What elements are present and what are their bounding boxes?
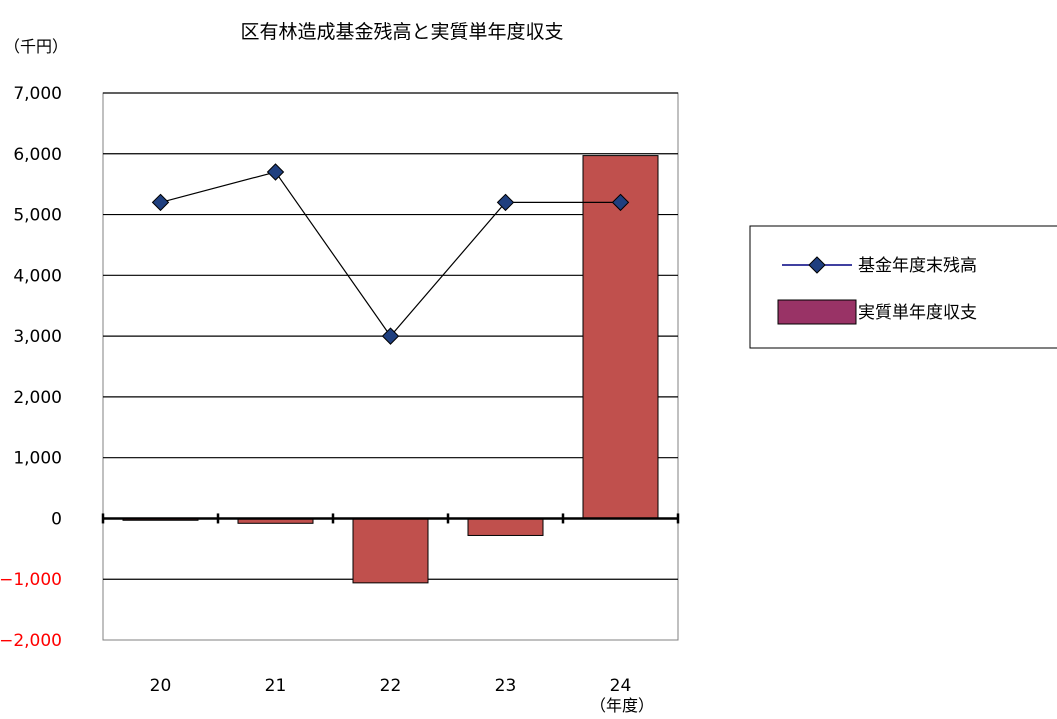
x-tick-labels: 20 21 22 23 24 (150, 676, 632, 696)
y-tick-label: 3,000 (13, 327, 62, 347)
y-tick-label: 6,000 (13, 145, 62, 165)
y-tick-label: 5,000 (13, 206, 62, 226)
legend-box (749, 225, 1057, 349)
y-tick-label: 7,000 (13, 84, 62, 104)
legend-diamond-marker (808, 256, 826, 274)
x-axis-unit-label: （年度） (590, 696, 654, 715)
y-tick-label: −2,000 (0, 631, 62, 651)
chart-title: 区有林造成基金残高と実質単年度収支 (240, 21, 563, 43)
line-layer (151, 163, 630, 345)
legend-label-balance: 基金年度末残高 (858, 256, 977, 276)
bar (582, 155, 659, 519)
balance-point (266, 163, 285, 181)
y-tick-label: −1,000 (0, 570, 62, 590)
x-tick-label: 20 (150, 676, 172, 696)
axis-layer (101, 513, 680, 524)
x-tick-label: 22 (380, 676, 402, 696)
balance-point (151, 193, 170, 212)
y-tick-labels: 7,000 6,000 5,000 4,000 3,000 2,000 1,000 0 −1,0… (0, 84, 62, 651)
legend: 基金年度末残高 実質単年度収支 (749, 225, 1057, 349)
y-axis-label: （千円） (4, 37, 68, 56)
legend-label-annual: 実質単年度収支 (858, 303, 977, 323)
balance-point (381, 327, 400, 345)
y-tick-label: 4,000 (13, 266, 62, 286)
legend-bar-swatch (777, 299, 857, 325)
bar-layer (122, 155, 659, 584)
balance-point (611, 193, 630, 212)
balance-line (160, 171, 621, 338)
y-tick-label: 2,000 (13, 388, 62, 408)
y-tick-label: 0 (51, 509, 62, 529)
x-tick-label: 21 (265, 676, 287, 696)
balance-point (496, 193, 515, 212)
bar (467, 517, 544, 536)
x-tick-label: 23 (495, 676, 517, 696)
bar (352, 517, 429, 584)
y-tick-label: 1,000 (13, 449, 62, 469)
x-tick-label: 24 (610, 676, 632, 696)
